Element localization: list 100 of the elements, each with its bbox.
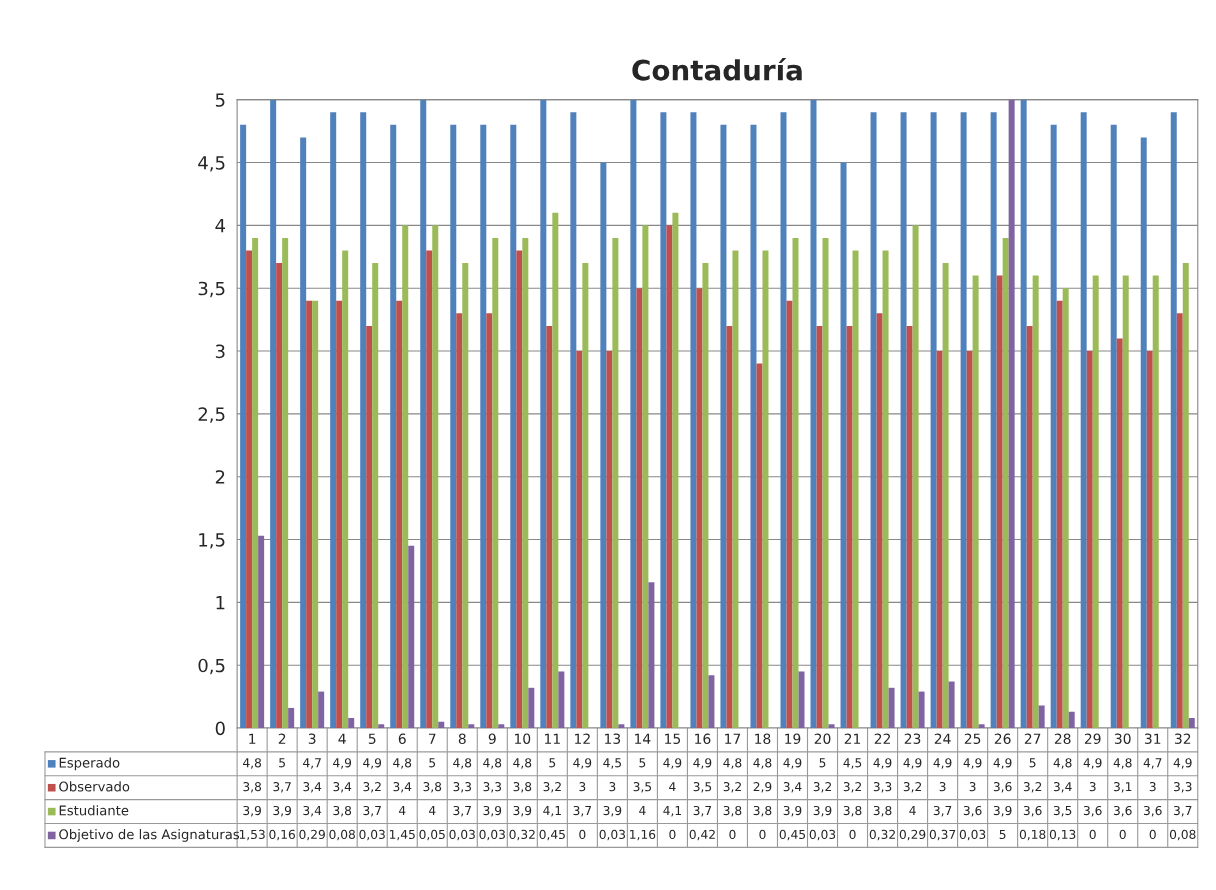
data-label: 0,08 [1169, 829, 1196, 841]
data-label: 3,4 [303, 782, 322, 793]
data-label: 3,7 [933, 805, 952, 817]
bar [486, 313, 493, 729]
bar [726, 325, 733, 729]
bar [930, 112, 937, 729]
bar [882, 250, 889, 729]
bar [246, 250, 253, 729]
data-label: 3,2 [543, 782, 561, 793]
legend-label: Estudiante [59, 805, 129, 816]
bar [318, 691, 325, 729]
bar [528, 687, 535, 729]
bar [996, 275, 1003, 729]
x-tick-label: 15 [665, 733, 681, 744]
data-label: 3,7 [573, 805, 592, 817]
bar [1122, 275, 1129, 729]
data-label: 3,4 [393, 782, 412, 793]
legend-label: Observado [59, 781, 130, 792]
data-label: 0,13 [1049, 829, 1076, 841]
bar [756, 363, 763, 729]
bar [810, 99, 817, 729]
bar [720, 124, 727, 729]
data-label: 3,8 [423, 782, 442, 793]
data-label: 3,3 [483, 782, 502, 793]
y-tick-label: 1,5 [199, 533, 225, 549]
data-label: 4 [398, 806, 406, 815]
data-label: 3,4 [1053, 782, 1072, 793]
data-label: 0,45 [539, 829, 565, 841]
bar [1032, 275, 1039, 729]
bar [270, 99, 277, 729]
y-tick-label: 4 [215, 219, 225, 233]
bar [606, 351, 613, 729]
bar [1176, 313, 1183, 729]
data-label: 3,3 [1173, 782, 1192, 793]
bar [906, 325, 913, 729]
bar [300, 137, 307, 729]
bar [498, 724, 505, 729]
x-tick-label: 1 [249, 733, 256, 744]
bar [696, 288, 703, 729]
bar [312, 300, 319, 729]
data-label: 5 [279, 758, 285, 768]
data-label: 3,5 [633, 782, 652, 793]
x-tick-label: 8 [458, 733, 466, 744]
data-label: 3,9 [603, 805, 622, 817]
legend-label: Esperado [59, 757, 120, 771]
bar [456, 313, 463, 729]
x-tick-label: 19 [785, 733, 801, 744]
data-label: 4,8 [453, 758, 472, 769]
x-tick-label: 25 [964, 733, 981, 744]
bar [918, 691, 925, 729]
bar [702, 263, 709, 729]
bar [750, 124, 757, 729]
data-label: 0,03 [809, 829, 836, 841]
bar [828, 724, 835, 729]
data-label: 4,8 [243, 758, 262, 769]
data-label: 3,8 [753, 805, 772, 817]
data-label: 0,18 [1019, 829, 1046, 841]
data-label: 3,2 [903, 782, 922, 793]
data-label: 5 [429, 758, 436, 768]
data-label: 3,7 [693, 805, 712, 817]
bar [816, 325, 823, 729]
data-label: 5 [999, 829, 1006, 840]
x-tick-label: 4 [338, 733, 346, 744]
data-label: 5 [549, 758, 556, 768]
x-tick-label: 10 [515, 733, 531, 744]
data-label: 3,5 [1053, 805, 1072, 817]
bar [708, 675, 715, 729]
data-label: 4,7 [303, 758, 321, 769]
bar [288, 707, 295, 729]
x-tick-label: 12 [575, 733, 590, 744]
data-label: 4,9 [783, 758, 802, 769]
data-label: 3,9 [273, 805, 292, 817]
data-label: 4,9 [663, 758, 682, 769]
data-label: 0,03 [959, 829, 986, 841]
data-label: 3 [1089, 782, 1096, 792]
data-label: 4,9 [903, 758, 922, 769]
bar [438, 721, 445, 729]
data-label: 3,6 [1083, 805, 1102, 817]
data-label: 5 [1029, 758, 1036, 768]
data-label: 3,2 [1023, 782, 1042, 793]
bar [348, 717, 355, 729]
data-label: 3,4 [303, 805, 322, 817]
data-label: 1,53 [239, 829, 265, 841]
data-label: 3,7 [453, 805, 471, 817]
data-label: 3,7 [1173, 805, 1192, 817]
bar [240, 124, 247, 729]
data-label: 4,8 [393, 758, 412, 769]
x-tick-label: 21 [844, 733, 861, 744]
bar [396, 300, 403, 729]
y-tick-label: 0 [215, 721, 225, 736]
bar [336, 300, 343, 729]
data-label: 4,8 [513, 758, 532, 769]
bar [372, 263, 379, 729]
bar [306, 300, 313, 729]
bar [888, 687, 895, 729]
data-label: 3 [579, 782, 586, 792]
data-label: 3,6 [1143, 805, 1162, 817]
data-label: 3,3 [873, 782, 892, 793]
bar [1062, 288, 1069, 729]
bar [1092, 275, 1099, 729]
